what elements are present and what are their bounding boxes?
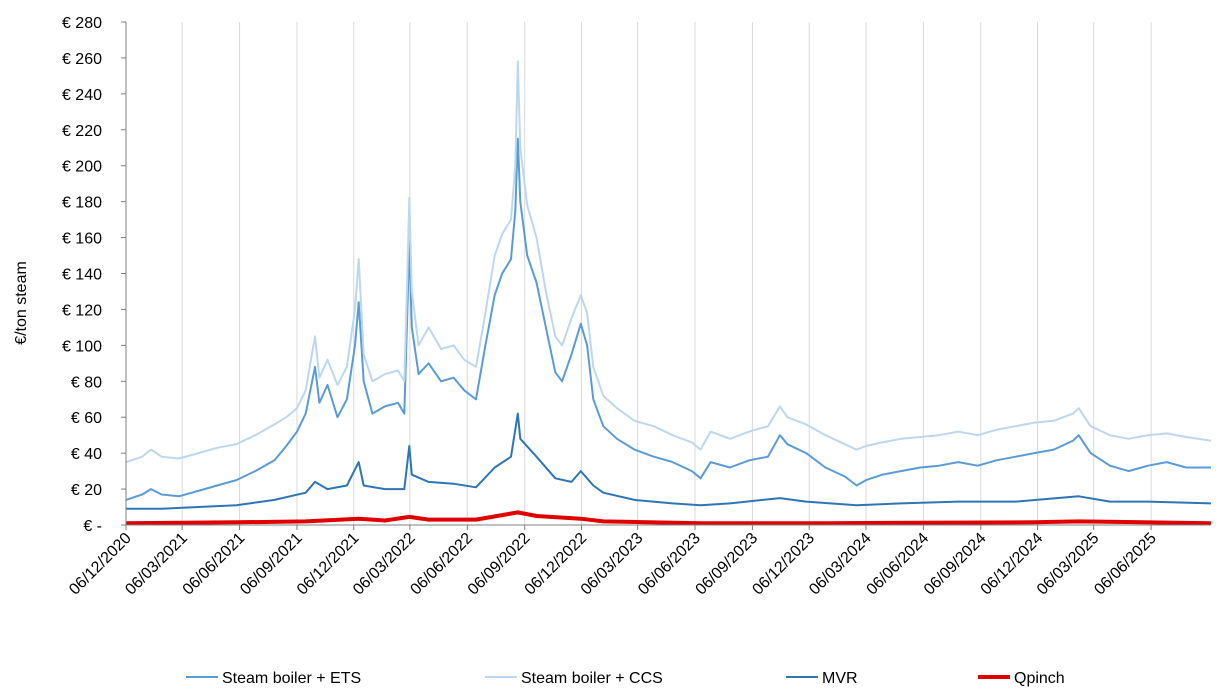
y-tick-label: € 200 (62, 159, 102, 176)
series-line-qpinch (125, 510, 1212, 526)
y-tick-label: € 160 (62, 231, 102, 248)
legend-label: Steam boiler + CCS (521, 670, 663, 687)
series-line-steam-boiler-ccs (125, 60, 1212, 464)
y-tick-label: € 220 (62, 123, 102, 140)
gridlines (181, 22, 1152, 525)
legend-label: Steam boiler + ETS (222, 670, 361, 687)
series-line-steam-boiler-ets (125, 137, 1211, 501)
y-tick-label: € 140 (62, 267, 102, 284)
series-line-mvr (126, 412, 1212, 510)
y-tick-label: € 180 (62, 195, 102, 212)
y-axis-label: €/ton steam (13, 261, 30, 345)
y-tick-label: € 240 (62, 87, 102, 104)
y-tick-label: € 40 (71, 446, 102, 463)
y-tick-label: € - (83, 518, 102, 535)
x-axis-ticks: 06/12/202006/03/202106/06/202106/09/2021… (66, 525, 1160, 598)
x-tick-label: 06/06/2025 (1091, 530, 1160, 599)
legend-label: Qpinch (1014, 670, 1065, 687)
y-tick-label: € 20 (71, 482, 102, 499)
y-tick-label: € 260 (62, 51, 102, 68)
series-lines (125, 60, 1212, 526)
y-tick-label: € 280 (62, 15, 102, 32)
legend: Steam boiler + ETS Steam boiler + CCS MVR Q… (186, 670, 1065, 687)
y-tick-label: € 60 (71, 410, 102, 427)
y-axis-ticks: € - € 20 € 40 € 60 € 80 € 100 € 120 € 140 € 160 €… (62, 15, 126, 535)
y-tick-label: € 80 (71, 374, 102, 391)
y-tick-label: € 120 (62, 302, 102, 319)
y-tick-label: € 100 (62, 338, 102, 355)
legend-label: MVR (822, 670, 858, 687)
